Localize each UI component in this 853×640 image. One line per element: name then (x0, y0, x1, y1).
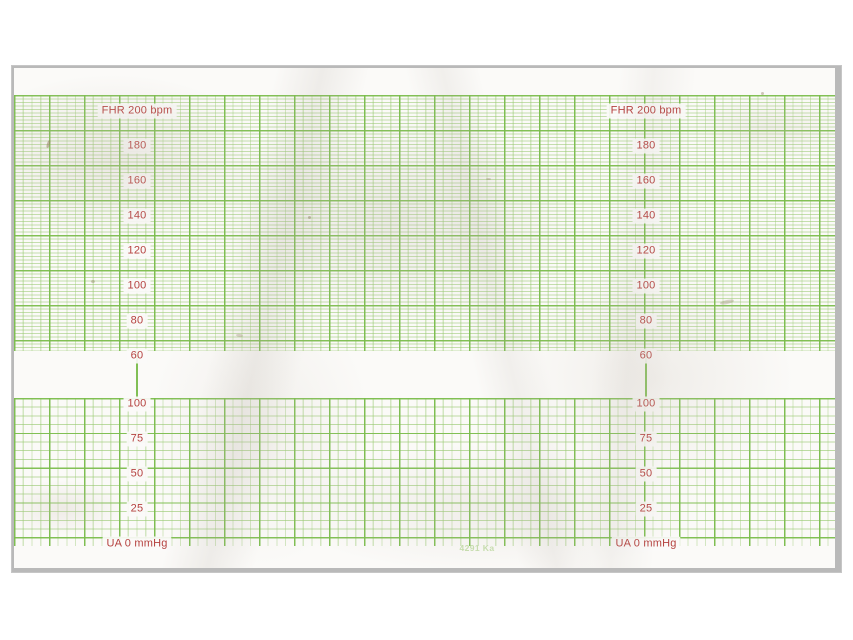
fhr-left-label-60: 60 (126, 348, 147, 364)
ua-right-label-0: UA 0 mmHg (611, 536, 681, 552)
fhr-right-label-180: 180 (632, 138, 660, 154)
ua-right-label-75: 75 (635, 431, 656, 447)
fhr-right-label-120: 120 (632, 243, 660, 259)
fhr-right-label-80: 80 (635, 313, 656, 329)
fhr-left-label-160: 160 (123, 173, 151, 189)
ctg-paper: FHR 200 bpm 180 160 140 120 100 80 60 FH… (14, 68, 835, 568)
ua-left-label-75: 75 (126, 431, 147, 447)
fhr-left-label-140: 140 (123, 208, 151, 224)
gap-vertical-rule-left (136, 351, 138, 398)
paper-watermark: 4291 Ka (459, 543, 495, 553)
fhr-right-label-200: FHR 200 bpm (606, 103, 685, 119)
ua-right-label-50: 50 (635, 466, 656, 482)
fhr-left-label-80: 80 (126, 313, 147, 329)
fhr-left-label-100: 100 (123, 278, 151, 294)
ua-right-label-25: 25 (635, 501, 656, 517)
fhr-left-label-200: FHR 200 bpm (97, 103, 176, 119)
gap-vertical-rule-right (645, 351, 647, 398)
fhr-right-label-140: 140 (632, 208, 660, 224)
ua-left-label-50: 50 (126, 466, 147, 482)
ua-left-label-100: 100 (123, 396, 151, 412)
fhr-right-label-160: 160 (632, 173, 660, 189)
ua-left-label-0: UA 0 mmHg (102, 536, 172, 552)
fhr-left-label-120: 120 (123, 243, 151, 259)
ua-right-label-100: 100 (632, 396, 660, 412)
ua-left-label-25: 25 (126, 501, 147, 517)
fhr-right-label-100: 100 (632, 278, 660, 294)
fhr-right-label-60: 60 (635, 348, 656, 364)
fhr-left-label-180: 180 (123, 138, 151, 154)
